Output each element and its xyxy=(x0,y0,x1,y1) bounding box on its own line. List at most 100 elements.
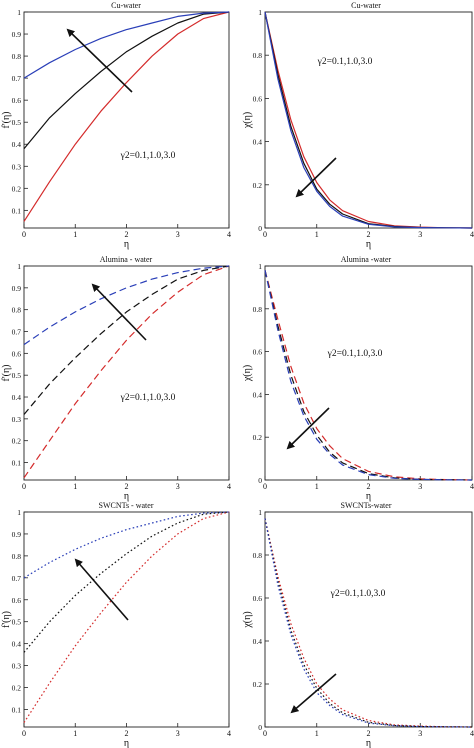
annotation-label: γ2=0.1,1.0,3.0 xyxy=(330,589,386,599)
y-tick-label: 0.6 xyxy=(253,594,263,603)
y-axis-label: χ(η) xyxy=(242,365,253,382)
trend-arrow xyxy=(91,283,147,341)
y-tick-label: 0.3 xyxy=(12,662,22,671)
x-tick-label: 2 xyxy=(367,230,371,239)
x-tick-label: 3 xyxy=(418,482,422,491)
series-line-1 xyxy=(264,518,473,728)
y-tick-label: 0.2 xyxy=(253,181,263,190)
y-tick-label: 0.9 xyxy=(12,30,22,39)
x-tick-label: 0 xyxy=(263,729,267,738)
x-tick-label: 4 xyxy=(227,482,231,491)
panel-title: Cu-water xyxy=(351,1,381,10)
y-tick-label: 0.8 xyxy=(12,306,22,315)
y-tick-label: 0.6 xyxy=(12,596,22,605)
y-tick-label: 0.4 xyxy=(253,390,263,399)
y-tick-label: 0.8 xyxy=(12,52,22,61)
y-tick-label: 0.5 xyxy=(12,118,22,127)
x-tick-label: 4 xyxy=(470,482,474,491)
series-line-1 xyxy=(264,11,473,229)
x-tick-label: 3 xyxy=(176,230,180,239)
y-tick-label: 0.6 xyxy=(253,94,263,103)
annotation-label: γ2=0.1,1.0,3.0 xyxy=(327,349,383,359)
y-tick-label: 0.4 xyxy=(253,637,263,646)
series-line-2 xyxy=(264,11,473,229)
y-tick-label: 0.3 xyxy=(12,415,22,424)
panel-4: 0 1 2 3 4 0 0.2 0.4 0.6 0.8 1 η χ(η) Alumina -water γ2… xyxy=(242,255,474,502)
y-tick-label: 0.2 xyxy=(12,437,22,446)
y-tick-label: 1 xyxy=(258,508,262,517)
x-tick-label: 3 xyxy=(176,729,180,738)
series-line-2 xyxy=(23,511,230,653)
panel-title: Cu-water xyxy=(111,1,141,10)
trend-arrow xyxy=(74,558,129,621)
x-axis-label: η xyxy=(366,738,371,748)
x-tick-label: 0 xyxy=(263,482,267,491)
panel-title: Alumina -water xyxy=(341,255,392,264)
x-tick-label: 4 xyxy=(227,729,231,738)
y-axis-label: χ(η) xyxy=(242,112,253,129)
y-tick-label: 0.2 xyxy=(253,433,263,442)
series-line-1 xyxy=(23,511,230,723)
plot-frame xyxy=(264,511,473,728)
x-tick-label: 4 xyxy=(470,230,474,239)
y-tick-label: 0 xyxy=(258,723,262,732)
x-tick-label: 3 xyxy=(176,482,180,491)
x-tick-label: 2 xyxy=(125,729,129,738)
y-tick-label: 0.5 xyxy=(12,371,22,380)
plot-frame xyxy=(264,265,473,481)
y-tick-label: 0.7 xyxy=(12,328,22,337)
x-tick-label: 0 xyxy=(22,729,26,738)
x-tick-label: 3 xyxy=(418,729,422,738)
trend-arrow xyxy=(66,28,133,93)
y-axis-label: χ(η) xyxy=(242,611,253,628)
y-tick-label: 0.7 xyxy=(12,74,22,83)
y-axis-label: f'(η) xyxy=(1,111,12,128)
y-tick-label: 0.4 xyxy=(12,140,22,149)
series-line-1 xyxy=(23,265,230,479)
y-tick-label: 0 xyxy=(258,476,262,485)
x-tick-label: 1 xyxy=(73,230,77,239)
y-tick-label: 0.8 xyxy=(12,552,22,561)
y-tick-label: 0.8 xyxy=(253,51,263,60)
series-line-1 xyxy=(264,270,473,481)
x-tick-label: 2 xyxy=(367,729,371,738)
y-tick-label: 0.6 xyxy=(12,349,22,358)
x-tick-label: 2 xyxy=(367,482,371,491)
x-axis-label: η xyxy=(124,491,129,502)
x-tick-label: 2 xyxy=(125,230,129,239)
series-line-2 xyxy=(264,270,473,481)
y-tick-label: 0.7 xyxy=(12,574,22,583)
x-axis-label: η xyxy=(366,239,371,250)
annotation-label: γ2=0.1,1.0,3.0 xyxy=(317,57,373,67)
x-tick-label: 1 xyxy=(315,230,319,239)
x-tick-label: 1 xyxy=(315,482,319,491)
series-line-3 xyxy=(264,270,473,481)
x-tick-label: 1 xyxy=(315,729,319,738)
y-tick-label: 0.1 xyxy=(12,459,22,468)
x-axis-label: η xyxy=(366,491,371,502)
series-line-3 xyxy=(23,11,230,79)
panel-2: 0 1 2 3 4 0 0.2 0.4 0.6 0.8 1 η χ(η) Cu-water γ2=0.1,1… xyxy=(242,1,474,250)
y-tick-label: 0.9 xyxy=(12,284,22,293)
y-tick-label: 0.4 xyxy=(12,640,22,649)
y-tick-label: 0.1 xyxy=(12,705,22,714)
y-tick-label: 1 xyxy=(17,508,21,517)
series-line-2 xyxy=(23,265,230,415)
plot-frame xyxy=(264,11,473,229)
y-tick-label: 0.2 xyxy=(12,184,22,193)
x-tick-label: 4 xyxy=(470,729,474,738)
annotation-label: γ2=0.1,1.0,3.0 xyxy=(120,393,176,403)
x-tick-label: 0 xyxy=(22,230,26,239)
x-tick-label: 4 xyxy=(227,230,231,239)
panel-3: 0 1 2 3 4 0.1 0.2 0.3 0.4 0.5 0.6 0.7 0.8 0.9 1 η f'(η) A… xyxy=(1,255,231,502)
trend-arrow xyxy=(290,673,337,714)
plot-frame xyxy=(23,265,230,481)
annotation-label: γ2=0.1,1.0,3.0 xyxy=(120,151,176,161)
y-tick-label: 0.5 xyxy=(12,618,22,627)
y-tick-label: 0.8 xyxy=(253,551,263,560)
series-line-3 xyxy=(264,11,473,229)
y-tick-label: 1 xyxy=(17,8,21,17)
plot-frame xyxy=(23,11,230,229)
y-tick-label: 0.9 xyxy=(12,530,22,539)
x-tick-label: 0 xyxy=(263,230,267,239)
